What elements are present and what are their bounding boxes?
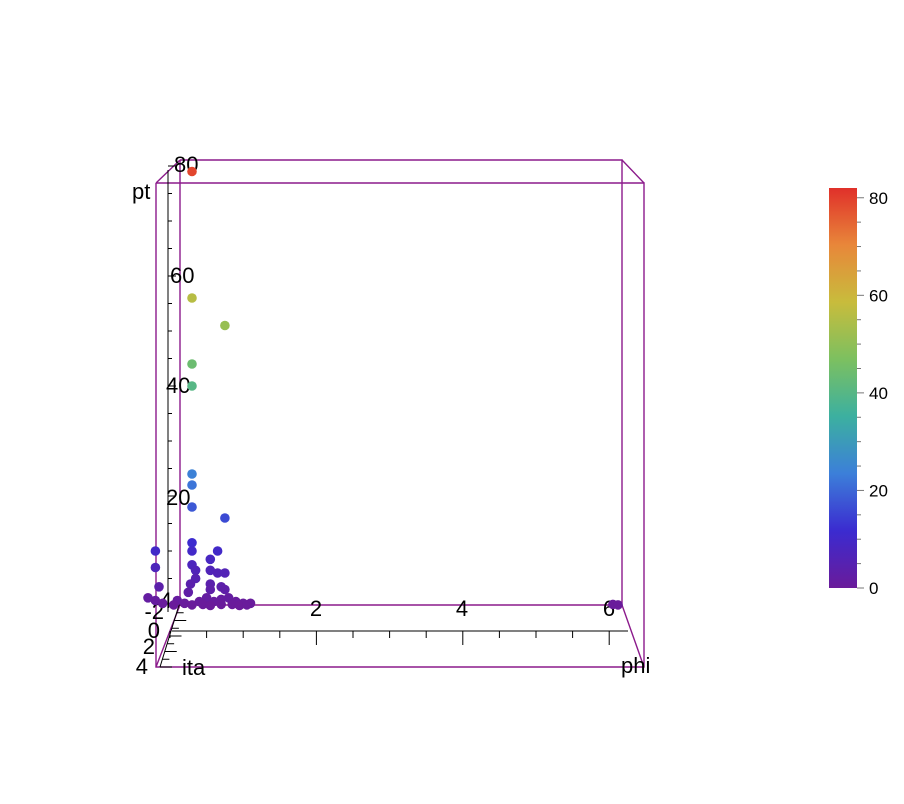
data-point bbox=[212, 568, 223, 578]
data-point bbox=[187, 469, 197, 479]
data-point bbox=[205, 565, 216, 576]
ita-tick-label-4: 4 bbox=[136, 654, 148, 679]
data-point bbox=[227, 599, 237, 610]
phi-tick-labels: 2 4 6 bbox=[310, 596, 615, 621]
ita-tick-label-0: 0 bbox=[148, 618, 160, 643]
ita-tick-label-2: 2 bbox=[143, 634, 155, 659]
phi-axis-ticks bbox=[169, 631, 610, 645]
phi-axis-title: phi bbox=[621, 653, 650, 678]
pt-tick-label-40: 40 bbox=[166, 373, 190, 398]
data-point bbox=[205, 600, 216, 611]
data-point bbox=[220, 568, 230, 578]
data-point bbox=[150, 562, 161, 573]
data-point bbox=[613, 600, 623, 610]
data-point bbox=[150, 595, 161, 606]
data-points bbox=[143, 166, 623, 611]
colorbar: 0 20 40 60 80 bbox=[829, 188, 888, 598]
pt-tick-label-20: 20 bbox=[166, 485, 190, 510]
pt-axis-title: pt bbox=[132, 179, 150, 204]
data-point bbox=[216, 599, 226, 610]
data-point bbox=[187, 293, 197, 303]
data-point bbox=[179, 598, 190, 609]
data-point bbox=[187, 381, 197, 391]
box-back-face bbox=[179, 159, 623, 606]
data-point bbox=[242, 600, 252, 610]
colorbar-tick-label: 0 bbox=[869, 579, 878, 598]
data-point bbox=[220, 513, 230, 523]
pt-tick-label-60: 60 bbox=[170, 263, 194, 288]
data-point bbox=[198, 599, 208, 610]
colorbar-rect bbox=[829, 188, 857, 588]
pt-axis-ticks bbox=[168, 165, 176, 607]
data-point bbox=[187, 600, 197, 610]
data-point bbox=[220, 320, 230, 331]
data-point bbox=[187, 546, 197, 556]
colorbar-tick-label: 20 bbox=[869, 481, 888, 500]
colorbar-tick-label: 80 bbox=[869, 189, 888, 208]
phi-tick-label-2: 2 bbox=[310, 596, 322, 621]
data-point bbox=[190, 565, 201, 576]
ita-axis-title: ita bbox=[182, 655, 206, 680]
data-point bbox=[187, 538, 197, 548]
data-point bbox=[168, 600, 179, 610]
box-edge-bottom-right bbox=[621, 604, 645, 668]
data-point bbox=[234, 600, 245, 611]
data-point bbox=[220, 584, 230, 595]
data-point bbox=[183, 587, 194, 598]
data-point bbox=[154, 582, 164, 592]
data-point bbox=[157, 598, 168, 609]
data-point bbox=[212, 546, 223, 556]
pt-tick-labels: 20 40 60 80 bbox=[166, 152, 198, 510]
data-point bbox=[150, 546, 161, 556]
data-point bbox=[187, 480, 197, 490]
colorbar-tick-label: 40 bbox=[869, 384, 888, 403]
data-point bbox=[185, 579, 196, 589]
data-point bbox=[187, 166, 197, 177]
data-point bbox=[187, 502, 197, 512]
data-point bbox=[205, 584, 216, 595]
data-point bbox=[187, 359, 197, 369]
data-point bbox=[143, 593, 153, 603]
phi-tick-label-4: 4 bbox=[456, 596, 468, 621]
colorbar-tick-label: 60 bbox=[869, 286, 888, 305]
box-edge-top-right bbox=[621, 159, 645, 184]
colorbar-ticks: 0 20 40 60 80 bbox=[857, 189, 888, 598]
data-point bbox=[205, 554, 216, 565]
